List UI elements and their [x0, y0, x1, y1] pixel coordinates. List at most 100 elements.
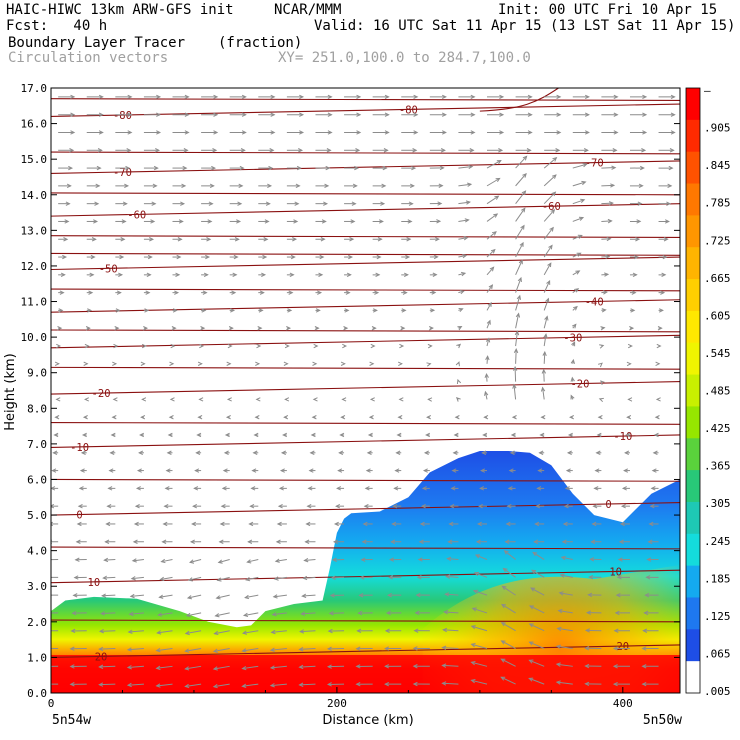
wind-vector-head [232, 272, 238, 278]
wind-vector-head [66, 183, 72, 189]
wind-vector [102, 594, 116, 597]
wind-vector-head [133, 521, 139, 527]
colorbar-label: .125 [704, 610, 731, 623]
y-tick-label: 7.0 [27, 438, 47, 451]
wind-vector-head [528, 605, 535, 610]
wind-vector-head [513, 348, 519, 354]
wind-vector-head [156, 130, 162, 135]
wind-vector-head [653, 432, 659, 438]
wind-vector-head [527, 94, 533, 100]
wind-vector-head [519, 241, 524, 247]
wind-vector-head [355, 646, 361, 651]
wind-vector-head [84, 343, 90, 349]
wind-vector-head [272, 594, 278, 599]
wind-vector-head [330, 575, 336, 580]
wind-vector-head [159, 576, 165, 582]
wind-vector-head [556, 626, 562, 632]
wind-vector [543, 191, 556, 205]
wind-vector-head [269, 148, 275, 153]
wind-vector-head [541, 368, 547, 374]
colorbar-swatch [686, 119, 700, 153]
wind-vector-head [593, 486, 599, 491]
wind-vector-head [569, 415, 575, 420]
wind-vector-head [135, 486, 141, 491]
wind-vector-head [389, 557, 395, 562]
isotherm-line [51, 644, 680, 658]
wind-vector [131, 576, 144, 580]
wind-vector-head [514, 330, 520, 336]
wind-vector-head [375, 272, 381, 278]
colorbar-label: .605 [704, 309, 731, 322]
wind-vector-head [441, 94, 447, 100]
wind-vector [543, 209, 555, 222]
wind-vector-head [209, 183, 215, 189]
wind-vector-head [212, 683, 218, 689]
wind-vector-head [374, 290, 380, 295]
wind-vector-head [586, 610, 592, 615]
wind-vector-head [600, 380, 605, 386]
isotherm-label: -50 [99, 263, 118, 275]
wind-vector [501, 640, 516, 649]
wind-vector-head [82, 415, 88, 420]
wind-vector-head [631, 290, 637, 295]
wind-vector-head [420, 503, 426, 509]
wind-vector-head [552, 156, 558, 162]
wind-vector [556, 681, 573, 685]
colorbar-label: – [704, 84, 711, 97]
wind-vector-head [439, 165, 445, 171]
wind-vector-head [84, 397, 90, 402]
isotherm-contours: -80 -80-70-70-60-60-50-40-30-20-20-10-100… [51, 88, 680, 663]
wind-vector-head [299, 94, 305, 100]
wind-vector [156, 665, 173, 669]
wind-vector-head [657, 326, 663, 331]
y-tick-label: 12.0 [21, 260, 48, 273]
isotherm-label: 0 [605, 499, 611, 511]
wind-vector-head [612, 646, 618, 651]
wind-vector-head [101, 593, 107, 598]
wind-vector-head [56, 343, 62, 349]
wind-vector-head [138, 450, 144, 455]
wind-vector-head [126, 647, 132, 652]
wind-vector-head [216, 577, 222, 582]
wind-vector-head [171, 326, 177, 331]
wind-vector-head [166, 450, 172, 455]
colorbar-label: .425 [704, 422, 731, 435]
y-tick-label: 8.0 [27, 402, 47, 415]
wind-vector-head [348, 254, 354, 260]
wind-vector-head [312, 397, 318, 402]
colorbar-swatch [686, 501, 700, 535]
wind-vector-head [214, 613, 220, 618]
wind-vector-head [454, 415, 460, 420]
wind-vector-head [360, 557, 366, 562]
wind-vector-head [588, 574, 594, 580]
wind-vector-head [124, 183, 130, 189]
wind-vector-head [484, 390, 489, 396]
wind-vector-head [80, 450, 86, 455]
wind-vector-head [425, 432, 431, 438]
wind-vector-head [513, 365, 518, 371]
wind-vector [515, 277, 522, 293]
wind-vector-head [241, 130, 247, 135]
wind-vector [245, 594, 259, 599]
wind-vector-head [642, 628, 648, 633]
wind-vector-head [324, 183, 330, 189]
plot-frame [50, 87, 681, 694]
wind-vector-head [58, 308, 64, 313]
isotherm-label: -30 [563, 332, 582, 344]
wind-vector-head [367, 432, 373, 438]
wind-vector-head [132, 539, 138, 544]
wind-vector [515, 242, 524, 258]
wind-vector-head [549, 226, 554, 232]
wind-vector [529, 659, 545, 667]
wind-vector-head [589, 557, 595, 562]
y-tick-label: 10.0 [21, 331, 48, 344]
wind-vector-head [470, 625, 476, 630]
wind-vector-head [107, 486, 113, 491]
wind-vector-head [511, 415, 517, 420]
wind-vector [214, 630, 230, 635]
wind-vector-head [79, 468, 85, 473]
wind-vector-head [538, 450, 544, 455]
wind-vector-head [65, 201, 71, 206]
wind-vector-head [270, 130, 276, 135]
